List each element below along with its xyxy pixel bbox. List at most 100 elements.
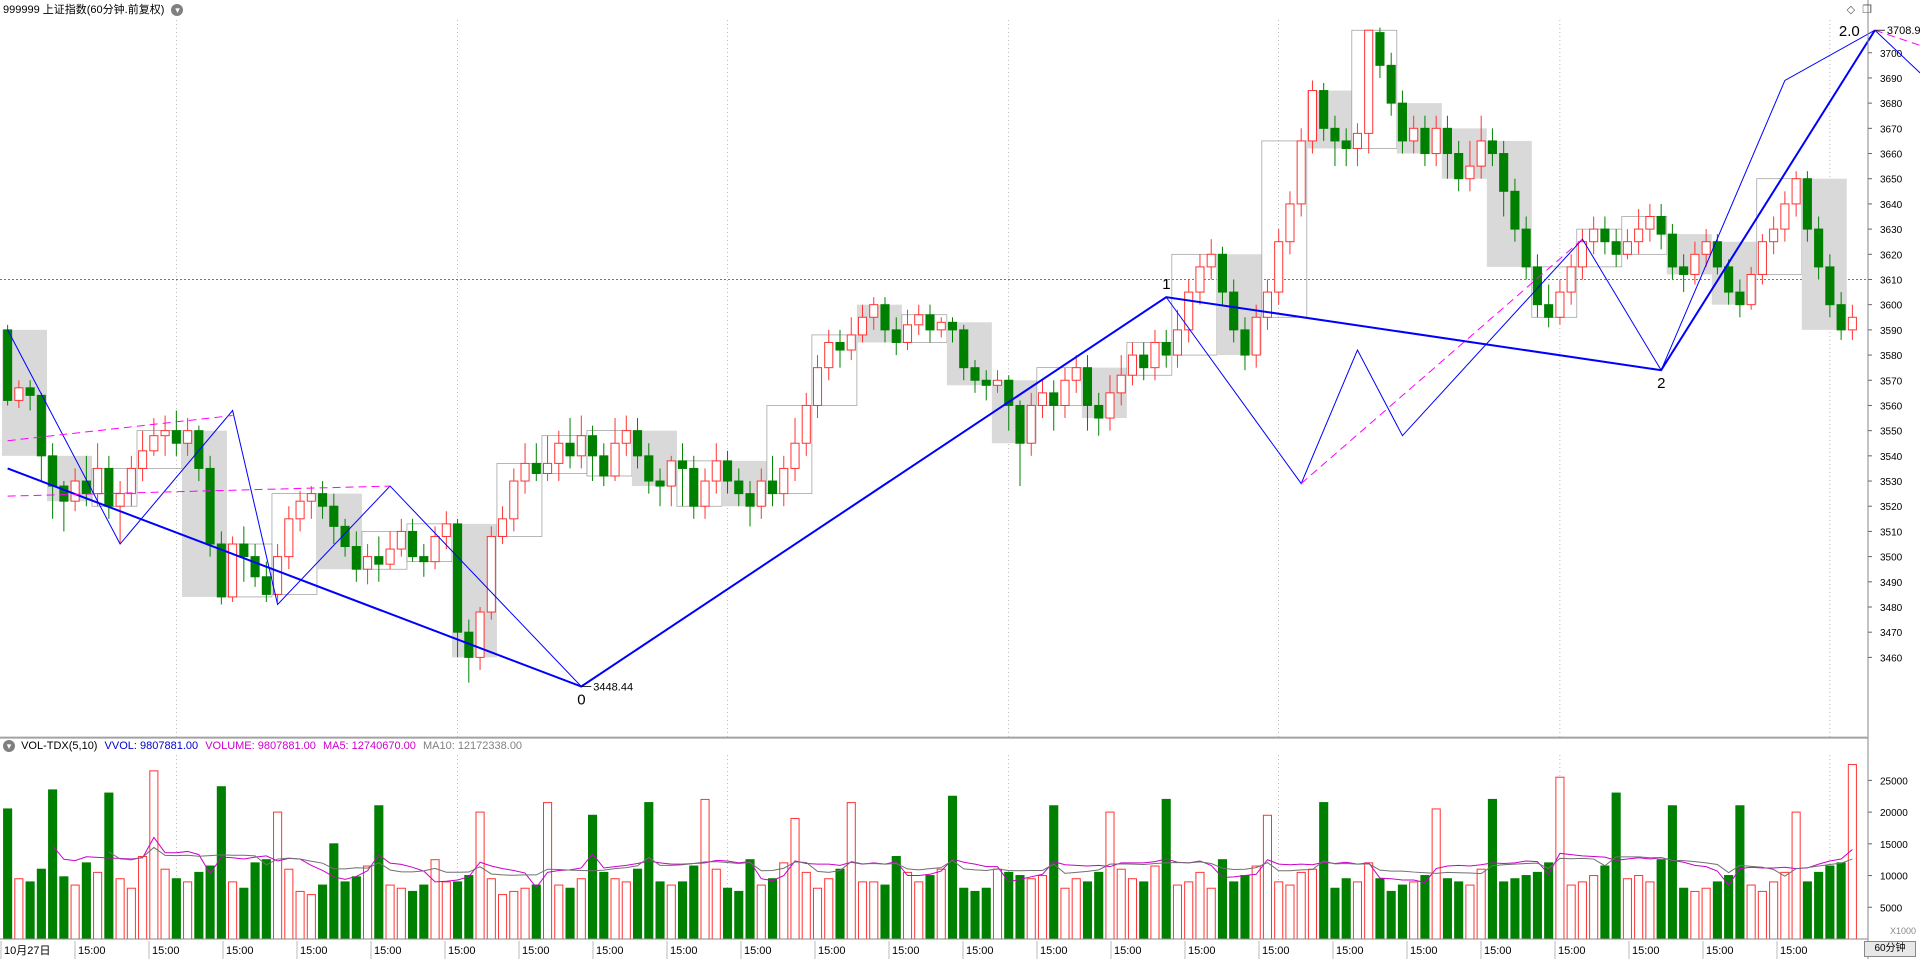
volume-bar-up bbox=[1634, 875, 1644, 940]
candle-body-down bbox=[1442, 127, 1452, 155]
x-tick-label: 15:00 bbox=[596, 945, 624, 957]
volume-bar-down bbox=[1217, 859, 1228, 940]
candle-body-up bbox=[228, 543, 238, 598]
volume-indicator-name[interactable]: VOL-TDX(5,10) bbox=[21, 740, 98, 752]
volume-bar-down bbox=[1094, 871, 1104, 940]
volume-bar-down bbox=[318, 884, 328, 940]
wave-label: 2 bbox=[1657, 375, 1665, 392]
volume-bar-up bbox=[1577, 881, 1587, 940]
chevron-down-icon[interactable]: ▾ bbox=[171, 4, 184, 17]
candle-body-down bbox=[734, 480, 744, 495]
candle-body-up bbox=[273, 556, 283, 595]
candle-body-up bbox=[1465, 165, 1475, 180]
window-restore-icon[interactable]: ❐ bbox=[1862, 4, 1872, 16]
volume-bar-down bbox=[1825, 865, 1835, 940]
volume-bar-up bbox=[1645, 881, 1655, 940]
volume-bar-down bbox=[464, 875, 474, 940]
candle-body-down bbox=[351, 546, 361, 570]
volume-bar-up bbox=[1476, 868, 1486, 940]
consolidation-box-outline bbox=[1261, 140, 1308, 318]
candle-body-down bbox=[1330, 127, 1340, 142]
volume-bar-down bbox=[1319, 802, 1329, 940]
candle-body-down bbox=[1724, 266, 1734, 293]
y-tick-label: 3470 bbox=[1880, 628, 1903, 639]
volume-bar-up bbox=[498, 894, 508, 940]
volume-bar-up bbox=[846, 802, 856, 940]
channel-dashed-line bbox=[7, 415, 233, 442]
candle-body-up bbox=[160, 430, 170, 437]
volume-bar-down bbox=[194, 871, 204, 940]
volume-bar-down bbox=[1375, 878, 1385, 940]
volume-bar-up bbox=[70, 884, 80, 940]
candle-body-down bbox=[970, 367, 980, 381]
volume-bar-down bbox=[1712, 881, 1722, 940]
volume-bar-down bbox=[104, 792, 114, 940]
y-tick-label: 3650 bbox=[1880, 175, 1903, 186]
volume-bar-down bbox=[970, 890, 980, 940]
volume-bar-down bbox=[1442, 878, 1452, 940]
y-tick-label: 3590 bbox=[1880, 326, 1903, 337]
volume-bar-up bbox=[1622, 878, 1632, 940]
volume-bar-down bbox=[947, 795, 958, 940]
volume-bar-up bbox=[1251, 865, 1261, 940]
candle-body-up bbox=[543, 462, 553, 474]
candle-body-down bbox=[453, 523, 463, 633]
candle-body-down bbox=[1735, 291, 1745, 306]
volume-bar-down bbox=[1240, 875, 1250, 940]
candle-body-down bbox=[1521, 228, 1531, 268]
candle-body-down bbox=[1667, 233, 1677, 268]
volume-bar-down bbox=[171, 878, 181, 940]
candle-body-down bbox=[599, 455, 609, 477]
volume-bar-up bbox=[14, 878, 24, 940]
candle-body-down bbox=[959, 329, 969, 369]
volume-bar-down bbox=[1161, 798, 1171, 940]
candle-body-up bbox=[1409, 127, 1419, 142]
candle-body-up bbox=[1769, 228, 1779, 243]
volume-bar-down bbox=[216, 786, 226, 940]
x-tick-label: 15:00 bbox=[1484, 945, 1512, 957]
diamond-icon[interactable]: ◇ bbox=[1846, 4, 1856, 16]
volume-bar-up bbox=[138, 856, 148, 940]
y-tick-label: 3530 bbox=[1880, 477, 1903, 488]
volume-bar-down bbox=[1679, 887, 1689, 940]
candle-body-down bbox=[1499, 153, 1509, 192]
candle-body-down bbox=[1217, 253, 1228, 293]
candle-body-up bbox=[396, 530, 406, 550]
volume-bar-down bbox=[261, 859, 271, 940]
candle-body-down bbox=[1836, 304, 1846, 331]
volume-bar-up bbox=[295, 890, 305, 940]
volume-bar-up bbox=[1757, 890, 1767, 940]
candle-body-up bbox=[126, 467, 136, 495]
volume-bar-up bbox=[1352, 881, 1362, 940]
x-tick-label: 15:00 bbox=[892, 945, 920, 957]
candle-body-down bbox=[722, 460, 733, 482]
volume-series bbox=[3, 764, 1857, 940]
candle-body-down bbox=[880, 304, 890, 331]
volume-bar-down bbox=[745, 859, 755, 940]
volume-bar-up bbox=[790, 817, 800, 940]
candle-body-up bbox=[1285, 203, 1295, 243]
volume-bar-up bbox=[1746, 884, 1756, 940]
candle-body-down bbox=[1814, 228, 1824, 268]
candle-body-down bbox=[25, 387, 35, 396]
volume-bar-up bbox=[1262, 814, 1273, 940]
y-tick-label: 3460 bbox=[1880, 653, 1903, 664]
candle-body-up bbox=[1757, 241, 1767, 275]
candle-body-up bbox=[385, 548, 395, 565]
candle-body-down bbox=[1532, 266, 1542, 306]
volume-bar-up bbox=[228, 881, 238, 940]
volume-bar-down bbox=[981, 887, 991, 940]
volume-chevron-down-icon[interactable]: ▾ bbox=[3, 740, 15, 753]
y-tick-label: 3500 bbox=[1880, 553, 1903, 564]
volume-bar-down bbox=[81, 862, 91, 940]
x-tick-label: 15:00 bbox=[374, 945, 402, 957]
candle-body-up bbox=[1127, 354, 1138, 376]
period-selector[interactable]: 60分钟 bbox=[1864, 941, 1916, 957]
volume-bar-down bbox=[767, 878, 778, 940]
volume-bar-up bbox=[610, 878, 620, 940]
candle-body-up bbox=[1589, 228, 1599, 243]
volume-bar-down bbox=[655, 881, 665, 940]
volume-bar-down bbox=[880, 884, 890, 940]
candle-body-down bbox=[981, 379, 991, 386]
